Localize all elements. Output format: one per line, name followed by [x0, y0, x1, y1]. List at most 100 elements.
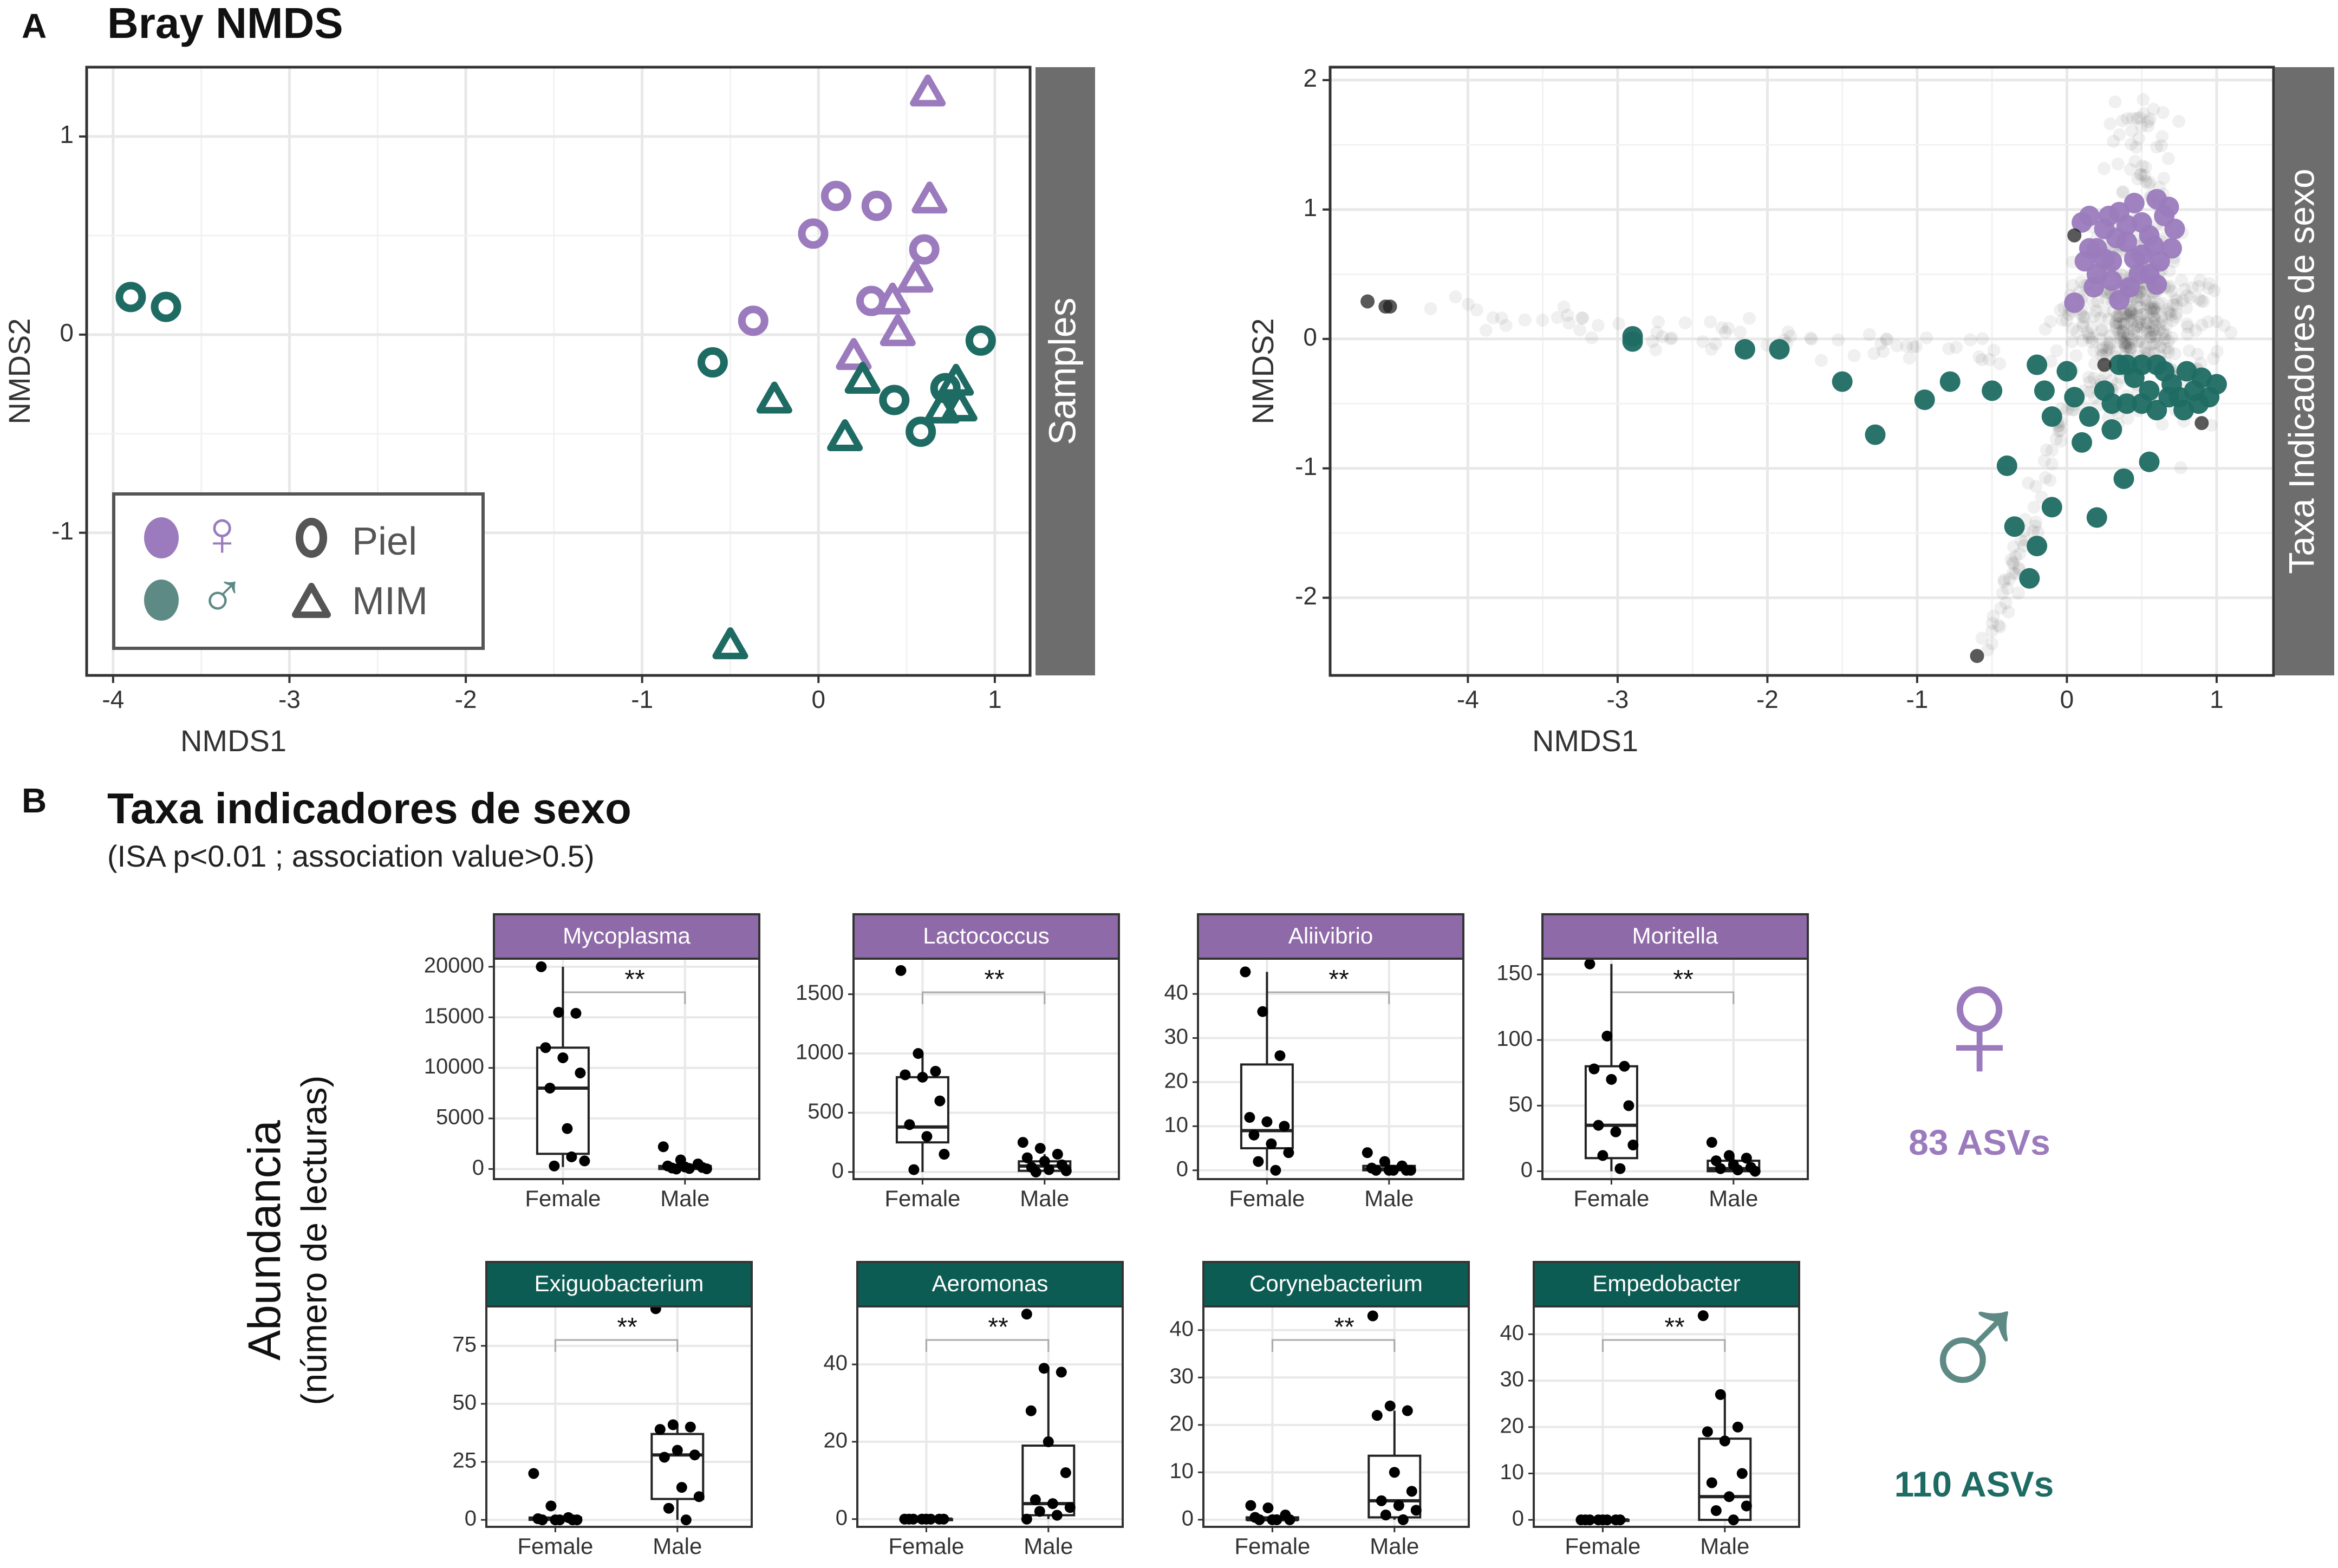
data-point	[1021, 1309, 1032, 1320]
y-tick-label: 150	[1496, 961, 1533, 985]
x-tick-label: -2	[455, 685, 477, 713]
y-axis-title: NMDS2	[2, 318, 36, 424]
background-asv-point	[2134, 321, 2148, 334]
background-asv-point	[2135, 307, 2149, 321]
background-asv-point	[2094, 323, 2108, 337]
background-asv-point	[2197, 295, 2210, 308]
background-asv-point	[2143, 175, 2157, 189]
x-tick-label: -2	[1756, 685, 1779, 713]
background-asv-point	[1722, 322, 1735, 335]
background-asv-point	[2111, 309, 2125, 323]
data-point	[1606, 1073, 1617, 1085]
background-asv-point	[2157, 325, 2170, 339]
background-asv-point	[2139, 294, 2152, 308]
data-point	[1405, 1164, 1416, 1176]
male-asv-point	[1996, 455, 2017, 476]
background-asv-point	[2124, 341, 2137, 355]
background-asv-point	[2135, 120, 2148, 133]
dark-asv-point	[2097, 357, 2112, 372]
background-asv-point	[1985, 624, 1998, 638]
background-asv-point	[1665, 331, 1678, 345]
background-asv-point	[2141, 119, 2155, 133]
data-point	[1723, 1491, 1735, 1502]
y-tick-label: 30	[1164, 1025, 1189, 1049]
background-asv-point	[2217, 319, 2231, 333]
data-point	[537, 1514, 548, 1526]
data-point	[1741, 1500, 1752, 1512]
x-tick-label: Male	[1020, 1186, 1069, 1211]
background-asv-point	[2136, 308, 2150, 321]
data-point	[1736, 1468, 1748, 1479]
background-asv-point	[1486, 311, 1500, 324]
background-asv-point	[1664, 332, 1677, 346]
background-asv-point	[2137, 107, 2151, 120]
triangle-point	[880, 314, 916, 347]
background-asv-point	[1879, 332, 1893, 346]
data-point	[1043, 1164, 1054, 1175]
background-asv-point	[2144, 302, 2158, 316]
significance-label: **	[624, 965, 644, 994]
data-point	[1619, 1060, 1630, 1072]
background-asv-point	[2131, 294, 2144, 308]
background-asv-point	[2143, 112, 2157, 126]
data-point	[1697, 1310, 1709, 1322]
data-point	[917, 1071, 928, 1083]
abundance-axis-subtitle: (número de lecturas)	[294, 1076, 334, 1406]
data-point	[1030, 1494, 1041, 1506]
background-asv-point	[1573, 323, 1587, 337]
background-asv-point	[2007, 566, 2020, 580]
significance-label: **	[1664, 1313, 1684, 1342]
data-point	[557, 1052, 569, 1063]
background-asv-point	[2122, 309, 2136, 322]
background-asv-point	[2125, 316, 2139, 330]
background-asv-point	[2127, 322, 2141, 336]
data-point	[1279, 1121, 1290, 1132]
background-asv-point	[2076, 316, 2090, 330]
background-asv-point	[2124, 304, 2137, 317]
background-asv-point	[1557, 300, 1571, 314]
background-asv-point	[2121, 412, 2134, 425]
data-point	[659, 1452, 670, 1463]
data-point	[1025, 1405, 1037, 1416]
background-asv-point	[2118, 307, 2131, 321]
background-asv-point	[2125, 138, 2138, 151]
background-asv-point	[2087, 297, 2101, 311]
data-point	[1741, 1153, 1752, 1164]
y-tick-label: 0	[1176, 1157, 1188, 1181]
background-asv-point	[2076, 310, 2090, 323]
data-point	[1627, 1140, 1639, 1151]
background-asv-point	[2054, 434, 2068, 448]
data-point	[549, 1160, 560, 1172]
y-tick-label: 20	[1170, 1411, 1194, 1435]
data-point	[570, 1007, 582, 1019]
background-asv-point	[2109, 320, 2123, 333]
background-asv-point	[2089, 304, 2103, 318]
background-asv-point	[2102, 341, 2116, 355]
background-asv-point	[2170, 294, 2184, 307]
background-asv-point	[2175, 274, 2189, 287]
background-asv-point	[2178, 283, 2191, 296]
data-point	[701, 1163, 712, 1174]
panel-a-title: Bray NMDS	[107, 0, 343, 47]
background-asv-point	[1734, 326, 1747, 339]
background-asv-point	[1815, 354, 1828, 367]
background-asv-point	[2224, 326, 2238, 339]
background-asv-point	[1964, 333, 1977, 347]
background-asv-point	[2118, 317, 2131, 330]
female-asv-point	[2106, 227, 2127, 249]
background-asv-point	[1874, 337, 1887, 350]
y-tick-label: 500	[807, 1099, 844, 1123]
background-asv-point	[1950, 341, 1963, 354]
data-point	[553, 1006, 564, 1018]
y-tick-label: 15000	[424, 1004, 484, 1028]
data-point	[663, 1502, 674, 1514]
data-point	[904, 1119, 915, 1130]
data-point	[1248, 1129, 1260, 1141]
background-asv-point	[1996, 587, 2009, 600]
male-asv-point	[2101, 419, 2122, 440]
legend-mim-label: MIM	[352, 580, 428, 623]
background-asv-point	[1718, 326, 1732, 339]
x-tick-label: Male	[1370, 1533, 1419, 1559]
data-point	[1376, 1495, 1387, 1506]
facet-strip	[852, 913, 1120, 960]
